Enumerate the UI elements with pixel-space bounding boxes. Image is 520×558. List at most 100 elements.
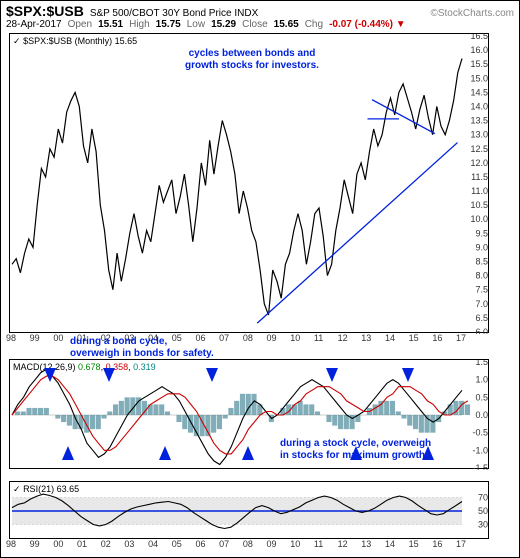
rsi-panel: ✓ RSI(21) 63.65 305070 98990001020304050… [9, 481, 489, 539]
svg-text:0.5: 0.5 [475, 392, 488, 402]
svg-text:9.0: 9.0 [475, 242, 488, 252]
arrow-down-icon [326, 368, 338, 382]
xaxis-tick: 11 [314, 539, 323, 549]
xaxis-tick: 15 [409, 539, 419, 549]
svg-text:6.5: 6.5 [475, 313, 488, 323]
xaxis-tick: 08 [243, 333, 253, 343]
annotation-top: cycles between bonds andgrowth stocks fo… [185, 48, 319, 72]
xaxis-tick: 16 [432, 539, 442, 549]
source-credit: ©StockCharts.com [430, 8, 514, 19]
arrow-down-icon [103, 368, 115, 382]
svg-text:-0.5: -0.5 [472, 428, 488, 438]
xaxis-tick: 13 [361, 539, 371, 549]
xaxis-tick: 12 [338, 333, 348, 343]
close-label: Close [242, 19, 268, 30]
xaxis-tick: 02 [101, 539, 111, 549]
svg-text:12.0: 12.0 [470, 158, 488, 168]
xaxis-tick: 08 [243, 539, 253, 549]
svg-text:12.5: 12.5 [470, 144, 488, 154]
open-value: 15.51 [98, 19, 123, 30]
arrow-up-icon [62, 446, 74, 460]
svg-text:7.0: 7.0 [475, 299, 488, 309]
xaxis-tick: 01 [77, 539, 87, 549]
svg-text:-1.5: -1.5 [472, 463, 488, 470]
xaxis-tick: 15 [409, 333, 419, 343]
open-label: Open [68, 19, 92, 30]
high-label: High [129, 19, 150, 30]
xaxis-tick: 09 [267, 539, 277, 549]
xaxis-tick: 11 [314, 333, 323, 343]
date-label: 28-Apr-2017 [6, 19, 62, 30]
stock-chart-container: $SPX:$USB S&P 500/CBOT 30Y Bond Price IN… [0, 0, 520, 558]
xaxis-tick: 00 [53, 539, 63, 549]
chart-subtitle: S&P 500/CBOT 30Y Bond Price INDX [90, 8, 258, 19]
xaxis-tick: 10 [290, 333, 300, 343]
svg-text:15.0: 15.0 [470, 73, 488, 83]
xaxis-tick: 14 [385, 539, 395, 549]
check-icon: ✓ [13, 36, 21, 46]
price-panel-label: ✓ $SPX:$USB (Monthly) 15.65 [13, 36, 137, 47]
xaxis-tick: 03 [124, 539, 134, 549]
price-chart-svg: 6.0 6.5 7.0 7.5 8.0 8.5 9.0 9.5 10.0 10.5 11.0 11.5… [10, 34, 490, 334]
xaxis-tick: 07 [219, 333, 229, 343]
svg-text:8.0: 8.0 [475, 271, 488, 281]
svg-text:13.5: 13.5 [470, 116, 488, 126]
svg-text:7.5: 7.5 [475, 285, 488, 295]
arrow-down-icon [206, 368, 218, 382]
low-label: Low [187, 19, 205, 30]
arrow-up-icon [159, 446, 171, 460]
svg-text:11.0: 11.0 [471, 186, 488, 196]
svg-text:10.0: 10.0 [470, 214, 488, 224]
xaxis-tick: 98 [6, 539, 16, 549]
xaxis-tick: 09 [267, 333, 277, 343]
svg-text:-1.0: -1.0 [472, 445, 488, 455]
svg-text:9.5: 9.5 [475, 228, 488, 238]
svg-text:13.0: 13.0 [470, 130, 488, 140]
xaxis-tick: 17 [456, 333, 466, 343]
macd-panel: MACD(12,26,9) 0.678, 0.358, 0.319 -1.5 -1… [9, 359, 489, 469]
svg-text:16.0: 16.0 [470, 45, 488, 55]
arrow-up-icon [242, 446, 254, 460]
xaxis-tick: 17 [456, 539, 466, 549]
xaxis-tick: 98 [6, 333, 16, 343]
price-panel: ✓ $SPX:$USB (Monthly) 15.65 6.0 6.5 7.0 7.5… [9, 33, 489, 333]
svg-text:8.5: 8.5 [475, 257, 488, 267]
svg-text:0.0: 0.0 [475, 410, 488, 420]
rsi-chart-svg: 305070 [10, 482, 490, 540]
svg-text:14.0: 14.0 [470, 101, 488, 111]
svg-text:6.0: 6.0 [475, 327, 488, 334]
svg-text:15.5: 15.5 [470, 59, 488, 69]
svg-text:1.5: 1.5 [475, 360, 488, 367]
high-value: 15.75 [156, 19, 181, 30]
xaxis-tick: 07 [219, 539, 229, 549]
xaxis-tick: 10 [290, 539, 300, 549]
xaxis-tick: 14 [385, 333, 395, 343]
chg-value: -0.07 (-0.44%) ▼ [329, 19, 406, 30]
xaxis-tick: 05 [172, 539, 182, 549]
annotation-bot: during a stock cycle, overweighin stocks… [280, 438, 431, 462]
xaxis-tick: 99 [30, 333, 40, 343]
xaxis-tick: 13 [361, 333, 371, 343]
svg-text:16.5: 16.5 [470, 34, 488, 41]
xaxis-tick: 99 [30, 539, 40, 549]
close-value: 15.65 [274, 19, 299, 30]
annotation-mid: during a bond cycle,overweigh in bonds f… [70, 336, 214, 360]
svg-text:14.5: 14.5 [470, 87, 488, 97]
chart-header: $SPX:$USB S&P 500/CBOT 30Y Bond Price IN… [1, 1, 519, 30]
svg-text:11.5: 11.5 [471, 172, 488, 182]
ticker-symbol: $SPX:$USB [6, 3, 84, 19]
chg-label: Chg [305, 19, 323, 30]
svg-text:70: 70 [478, 493, 488, 503]
low-value: 15.29 [211, 19, 236, 30]
xaxis-tick: 06 [195, 539, 205, 549]
xaxis-tick: 04 [148, 539, 158, 549]
arrow-down-icon [402, 368, 414, 382]
check-icon: ✓ [13, 484, 21, 494]
xaxis-tick: 12 [338, 539, 348, 549]
arrow-down-icon [44, 368, 56, 382]
svg-text:50: 50 [478, 506, 488, 516]
rsi-panel-label: ✓ RSI(21) 63.65 [13, 484, 79, 495]
macd-panel-label: MACD(12,26,9) 0.678, 0.358, 0.319 [13, 362, 156, 372]
svg-text:10.5: 10.5 [470, 200, 488, 210]
xaxis-tick: 16 [432, 333, 442, 343]
